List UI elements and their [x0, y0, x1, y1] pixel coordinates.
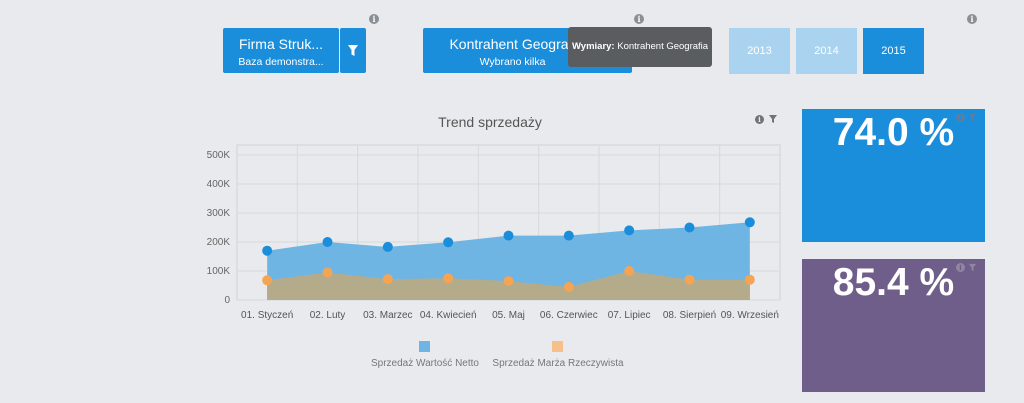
info-icon[interactable]: i [634, 14, 644, 24]
kpi-tile-2[interactable]: 85.4 % i [802, 259, 985, 392]
x-tick-label: 01. Styczeń [241, 310, 293, 321]
filter-company-subtitle: Baza demonstra... [238, 56, 324, 68]
year-button-2013[interactable]: 2013 [729, 28, 790, 74]
chart-toolbar: i [755, 114, 778, 124]
year-label: 2013 [747, 45, 772, 57]
y-tick-label: 400K [207, 179, 231, 190]
x-tick-label: 03. Marzec [363, 310, 412, 321]
kpi-toolbar: i [956, 263, 977, 272]
data-point-marza [684, 274, 695, 285]
filter-geography-title: Kontrahent Geografi [449, 36, 576, 52]
data-point-marza [744, 274, 755, 285]
kpi-tile-1[interactable]: 74.0 % i [802, 109, 985, 242]
x-tick-label: 06. Czerwiec [540, 310, 598, 321]
legend-label: Sprzedaż Wartość Netto [371, 358, 479, 369]
x-tick-label: 09. Wrzesień [721, 310, 779, 321]
year-label: 2014 [814, 45, 839, 57]
legend-swatch [552, 341, 563, 352]
kpi-toolbar: i [956, 113, 977, 122]
x-tick-label: 04. Kwiecień [420, 310, 477, 321]
year-button-2015[interactable]: 2015 [863, 28, 924, 74]
funnel-icon[interactable] [968, 263, 977, 272]
data-point-netto [624, 225, 635, 236]
data-point-netto [744, 217, 755, 228]
filter-company-title: Firma Struk... [238, 36, 323, 52]
data-point-netto [262, 245, 273, 256]
x-tick-label: 02. Luty [310, 310, 346, 321]
y-tick-label: 500K [207, 150, 231, 161]
x-tick-label: 08. Sierpień [663, 310, 716, 321]
data-point-netto [503, 230, 514, 241]
data-point-marza [382, 274, 393, 285]
funnel-icon[interactable] [968, 113, 977, 122]
filter-geography-subtitle: Wybrano kilka [479, 56, 546, 68]
data-point-marza [503, 276, 514, 287]
legend-label: Sprzedaż Marża Rzeczywista [492, 358, 624, 369]
filter-company-funnel-button[interactable] [340, 28, 366, 73]
info-icon[interactable]: i [967, 14, 977, 24]
y-tick-label: 0 [224, 295, 230, 306]
data-point-netto [322, 237, 333, 247]
tooltip-value: Kontrahent Geografia [617, 41, 709, 52]
kpi-value: 85.4 % [832, 261, 955, 304]
year-button-2014[interactable]: 2014 [796, 28, 857, 74]
info-icon[interactable]: i [369, 14, 379, 24]
data-point-netto [443, 237, 454, 248]
funnel-icon[interactable] [768, 114, 778, 124]
y-tick-label: 100K [207, 266, 231, 277]
data-point-marza [322, 267, 333, 278]
data-point-marza [563, 281, 574, 292]
filter-company-button[interactable]: Firma Struk... Baza demonstra... [223, 28, 339, 73]
year-label: 2015 [881, 45, 906, 57]
info-icon[interactable]: i [956, 113, 965, 122]
y-tick-label: 300K [207, 208, 231, 219]
info-icon[interactable]: i [956, 263, 965, 272]
chart-title: Trend sprzedaży [438, 114, 542, 130]
data-point-marza [624, 266, 635, 276]
legend-swatch [419, 341, 430, 352]
data-point-marza [443, 273, 454, 284]
tooltip-label: Wymiary: [572, 41, 615, 52]
funnel-icon [348, 45, 358, 56]
data-point-netto [563, 230, 574, 241]
sales-trend-chart: 0 100K 200K 300K 400K 500K 01. Styczeń 02. Luty… [207, 144, 781, 369]
data-point-netto [382, 241, 393, 252]
kpi-value: 74.0 % [832, 111, 955, 154]
y-tick-label: 200K [207, 237, 231, 248]
data-point-netto [684, 222, 695, 233]
x-tick-label: 05. Maj [492, 310, 525, 321]
x-tick-label: 07. Lipiec [608, 310, 651, 321]
data-point-marza [262, 275, 273, 286]
info-icon[interactable]: i [755, 114, 764, 124]
dimension-tooltip: Wymiary: Kontrahent Geografia [568, 27, 713, 67]
